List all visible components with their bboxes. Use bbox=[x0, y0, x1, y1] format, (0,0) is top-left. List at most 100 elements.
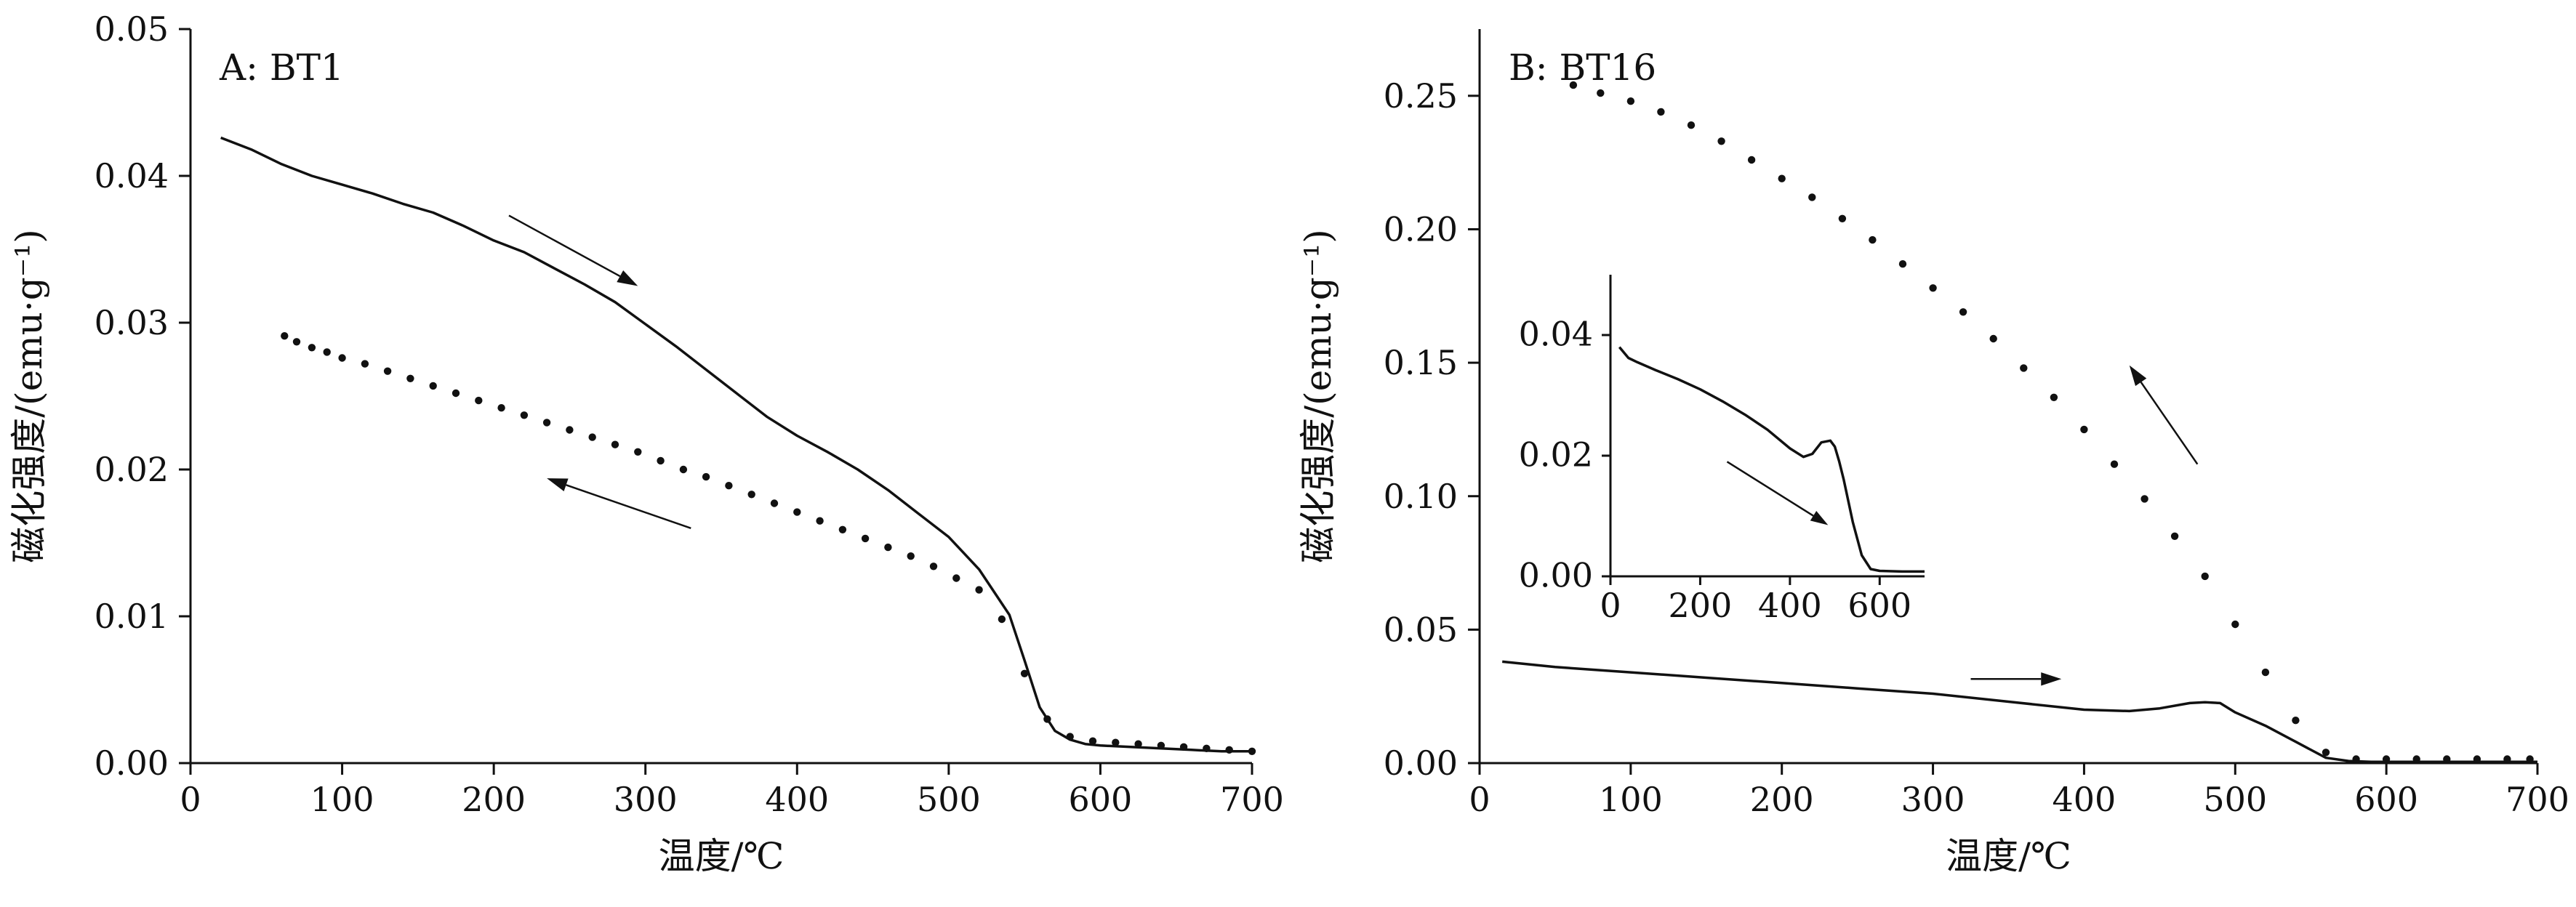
panel-a-cooling-point bbox=[861, 534, 870, 543]
panel-a-heating-curve bbox=[220, 136, 1252, 753]
panel-a-cooling-point bbox=[747, 491, 755, 499]
panel-b-cooling-point bbox=[2526, 755, 2534, 763]
panel-a-y-tick-label: 0.00 bbox=[95, 743, 169, 783]
panel-b-cooling-point bbox=[1778, 174, 1786, 182]
panel-a-cooling-point bbox=[952, 574, 960, 582]
panel-b-cooling-point bbox=[1569, 81, 1578, 89]
panel-a-cooling-point bbox=[452, 389, 460, 398]
panel-b-x-tick-label: 500 bbox=[2203, 780, 2267, 819]
panel-a-cooling-point bbox=[292, 338, 301, 346]
panel-a-cooling-point bbox=[1203, 744, 1211, 753]
panel-a-cooling-point bbox=[975, 586, 983, 594]
inset-y-tick-label: 0.00 bbox=[1519, 556, 1593, 595]
panel-a-x-tick-label: 300 bbox=[614, 780, 678, 819]
panel-a-cooling-point bbox=[929, 563, 938, 571]
panel-b-cooling-point bbox=[2110, 460, 2119, 468]
inset-y-tick-label: 0.04 bbox=[1519, 315, 1593, 354]
panel-b-x-tick-label: 400 bbox=[2053, 780, 2116, 819]
inset-y-tick-label: 0.02 bbox=[1519, 435, 1593, 475]
panel-a-x-tick-label: 700 bbox=[1220, 780, 1284, 819]
panel-b-y-tick-label: 0.05 bbox=[1384, 610, 1458, 649]
panel-b-cooling-point bbox=[1626, 97, 1635, 105]
panel-b-y-tick-label: 0.25 bbox=[1384, 76, 1458, 116]
panel-a-cooling-curve bbox=[281, 332, 1256, 756]
panel-b-cooling-point bbox=[2261, 668, 2270, 677]
panel-b-cooling-point bbox=[2412, 755, 2420, 763]
panel-b-y-tick-label: 0.00 bbox=[1384, 743, 1458, 783]
panel-a-y-tick-label: 0.03 bbox=[95, 303, 169, 342]
panel-a-cooling-point bbox=[998, 615, 1006, 624]
panel-a-cooling-point bbox=[1043, 715, 1051, 723]
panel-b-cooling-point bbox=[2322, 749, 2330, 757]
panel-a-cooling-point bbox=[1225, 746, 1233, 754]
panel-b-cooling-point bbox=[1717, 137, 1725, 145]
panel-b-cooling-point bbox=[1657, 108, 1665, 116]
panel-a-cooling-point bbox=[520, 411, 529, 419]
panel-b-panel-title: B: BT16 bbox=[1509, 47, 1656, 89]
panel-a-x-tick-label: 100 bbox=[310, 780, 374, 819]
panel-a-cooling-point bbox=[1088, 737, 1097, 745]
panel-b-x-axis-label: 温度/℃ bbox=[1946, 835, 2071, 877]
panel-a-cooling-point bbox=[542, 419, 551, 427]
panel-b-y-tick-label: 0.10 bbox=[1384, 477, 1458, 516]
panel-a-y-tick-label: 0.04 bbox=[95, 156, 169, 195]
panel-a-cooling-point bbox=[793, 508, 801, 516]
panel-b-x-tick-label: 300 bbox=[1901, 780, 1965, 819]
panel-b-cooling-point bbox=[2352, 755, 2360, 763]
panel-b-cooling-point bbox=[2443, 755, 2451, 763]
panel-a-chart: 0 100 200 300 400 500 600 700 0.00 0.01 0.02 0.03 0.… bbox=[8, 9, 1284, 877]
panel-b-chart: 0 100 200 300 400 500 600 700 0.00 0.05 0.10 0.15 0.… bbox=[1297, 29, 2569, 877]
panel-b-cooling-direction-arrow bbox=[2129, 365, 2199, 465]
panel-a-cooling-point bbox=[611, 440, 619, 448]
panel-b-cooling-point bbox=[2201, 572, 2209, 581]
panel-b-inset: 0 200 400 600 0.00 0.02 0.04 bbox=[1519, 275, 1925, 625]
panel-b-x-tick-label: 200 bbox=[1750, 780, 1814, 819]
panel-b-cooling-point bbox=[1747, 156, 1756, 164]
panel-a-cooling-point bbox=[679, 465, 688, 474]
panel-a-cooling-point bbox=[1066, 733, 1074, 741]
panel-a-cooling-point bbox=[338, 354, 346, 362]
panel-a-cooling-point bbox=[281, 332, 289, 340]
panel-a-y-tick-label: 0.01 bbox=[95, 597, 169, 636]
panel-a-cooling-point bbox=[497, 404, 505, 412]
panel-a-cooling-point bbox=[907, 552, 915, 560]
panel-b-cooling-point bbox=[2292, 717, 2300, 725]
panel-b-cooling-point bbox=[2140, 495, 2148, 503]
panel-b-heating-direction-arrow bbox=[1970, 672, 2062, 686]
panel-a-cooling-point bbox=[361, 360, 369, 368]
panel-a-cooling-point bbox=[566, 426, 574, 434]
panel-b-cooling-point bbox=[2020, 364, 2028, 372]
panel-a-cooling-point bbox=[308, 344, 316, 352]
panel-b-cooling-point bbox=[2080, 425, 2088, 434]
panel-b-x-tick-label: 600 bbox=[2354, 780, 2418, 819]
panel-a-cooling-point bbox=[1020, 669, 1029, 677]
panel-a-cooling-point bbox=[406, 374, 414, 382]
panel-a-y-axis-label: 磁化强度/(emu·g⁻¹) bbox=[8, 229, 50, 563]
panel-a-x-tick-label: 600 bbox=[1069, 780, 1133, 819]
panel-b-cooling-point bbox=[2473, 755, 2481, 763]
panel-a-x-tick-label: 400 bbox=[765, 780, 829, 819]
panel-b-cooling-point bbox=[1959, 308, 1967, 316]
panel-a-cooling-point bbox=[1157, 741, 1165, 749]
inset-x-tick-label: 200 bbox=[1669, 586, 1733, 625]
panel-a-y-tick-label: 0.05 bbox=[95, 9, 169, 49]
panel-a-x-axis-label: 温度/℃ bbox=[659, 835, 785, 877]
panel-b-y-tick-label: 0.20 bbox=[1384, 210, 1458, 249]
panel-b-x-tick-label: 100 bbox=[1599, 780, 1663, 819]
panel-b-cooling-point bbox=[2382, 755, 2391, 763]
panel-a-x-tick-label: 200 bbox=[462, 780, 526, 819]
panel-a-cooling-point bbox=[1112, 738, 1120, 746]
panel-a-cooling-point bbox=[770, 499, 779, 507]
panel-a-cooling-point bbox=[429, 382, 437, 390]
panel-a-cooling-point bbox=[323, 348, 331, 356]
panel-b-cooling-point bbox=[1808, 193, 1816, 201]
panel-b-cooling-point bbox=[2231, 620, 2239, 629]
panel-b-cooling-point bbox=[2503, 755, 2511, 763]
panel-a-cooling-point bbox=[1248, 747, 1256, 756]
panel-b-cooling-point bbox=[1597, 89, 1605, 97]
panel-a-cooling-point bbox=[838, 525, 847, 533]
panel-a-cooling-point bbox=[475, 396, 483, 405]
panel-a-cooling-direction-arrow bbox=[547, 478, 691, 529]
panel-b-heating-curve bbox=[1502, 660, 2537, 763]
